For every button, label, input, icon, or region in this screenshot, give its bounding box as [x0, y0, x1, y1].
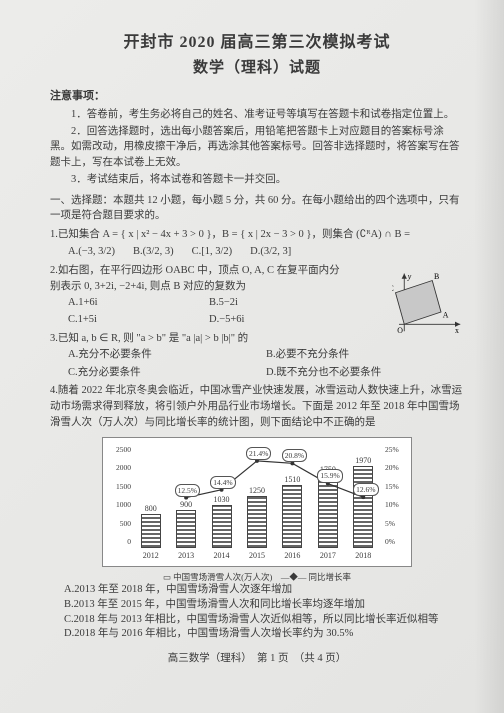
- label-B: B: [434, 272, 439, 281]
- label-x: x: [455, 326, 459, 335]
- q4-options: A.2013 年至 2018 年，中国雪场滑雪人次逐年增加 B.2013 年至 …: [50, 583, 464, 642]
- label-O: O: [397, 326, 403, 335]
- q1-opt-b: B.(3/2, 3): [133, 244, 174, 260]
- q4-opt-c: C.2018 年与 2013 年相比，中国雪场滑雪人次近似相等，所以同比增长率近…: [64, 613, 464, 628]
- question-4: 4.随着 2022 年北京冬奥会临近，中国冰雪产业快速发展，冰雪运动人数快速上升…: [50, 383, 464, 642]
- bar: 1510: [282, 485, 302, 548]
- bar-value-label: 1250: [249, 485, 265, 497]
- question-1: 1.已知集合 A = { x | x² − 4x + 3 > 0 }，B = {…: [50, 227, 464, 261]
- page-shadow: [474, 0, 504, 713]
- q2-options: A.1+6i B.5−2i C.1+5i D.−5+6i: [68, 295, 350, 329]
- notice-1: 1．答卷前，考生务必将自己的姓名、准考证号等填写在答题卡和试卷指定位置上。: [50, 107, 464, 122]
- bar: 800: [141, 514, 161, 547]
- notice-3: 3．考试结束后，将本试卷和答题卡一并交回。: [50, 172, 464, 187]
- question-2: 2.如右图，在平行四边形 OABC 中，顶点 O, A, C 在复平面内分别表示…: [50, 263, 350, 328]
- q3-opt-c: C.充分必要条件: [68, 365, 266, 381]
- x-tick: 2013: [178, 550, 194, 562]
- chart-container: 2500 2000 1500 1000 500 0 25% 20% 15% 10…: [102, 437, 412, 567]
- page-footer: 高三数学（理科） 第 1 页 （共 4 页）: [50, 650, 464, 665]
- q1-options: A.(−3, 3/2) B.(3/2, 3) C.[1, 3/2) D.(3/2…: [68, 244, 464, 260]
- bar: 1970: [353, 466, 373, 548]
- q3-opt-a: A.充分不必要条件: [68, 347, 266, 363]
- bar-value-label: 900: [180, 499, 192, 511]
- x-tick: 2018: [355, 550, 371, 562]
- chart-legend: ▭ 中国雪场滑雪人次(万人次) —◆— 同比增长率: [50, 571, 464, 584]
- bar-value-label: 800: [145, 503, 157, 515]
- x-tick: 2012: [143, 550, 159, 562]
- label-y: y: [407, 272, 412, 281]
- x-tick: 2017: [320, 550, 336, 562]
- label-C: C: [392, 284, 394, 293]
- growth-bubble: 20.8%: [282, 449, 307, 462]
- growth-bubble: 12.5%: [175, 484, 200, 497]
- q1-stem: 1.已知集合 A = { x | x² − 4x + 3 > 0 }，B = {…: [50, 227, 464, 243]
- bar-value-label: 1030: [214, 494, 230, 506]
- label-A: A: [443, 310, 449, 319]
- growth-bubble: 12.6%: [353, 483, 378, 496]
- bar: 1750: [318, 475, 338, 548]
- q1-opt-d: D.(3/2, 3]: [250, 244, 291, 260]
- bar: 1250: [247, 496, 267, 548]
- q2-opt-c: C.1+5i: [68, 312, 209, 328]
- q2-opt-d: D.−5+6i: [209, 312, 350, 328]
- y-axis-right: 25% 20% 15% 10% 5% 0%: [385, 444, 409, 548]
- q1-opt-c: C.[1, 3/2): [192, 244, 233, 260]
- title-line2: 数学（理科）试题: [50, 56, 464, 77]
- x-tick: 2014: [214, 550, 230, 562]
- x-tick: 2015: [249, 550, 265, 562]
- q2-opt-b: B.5−2i: [209, 295, 350, 311]
- part1-head: 一、选择题：本题共 12 小题，每小题 5 分，共 60 分。在每小题给出的四个…: [50, 193, 464, 223]
- bar-value-label: 1510: [284, 474, 300, 486]
- q4-opt-d: D.2018 年与 2016 年相比，中国雪场滑雪人次增长率约为 30.5%: [64, 627, 464, 642]
- q2-stem: 2.如右图，在平行四边形 OABC 中，顶点 O, A, C 在复平面内分别表示…: [50, 263, 350, 295]
- bar: 1030: [212, 505, 232, 548]
- x-tick: 2016: [284, 550, 300, 562]
- q1-opt-a: A.(−3, 3/2): [68, 244, 115, 260]
- bar: 900: [176, 510, 196, 547]
- y-axis-left: 2500 2000 1500 1000 500 0: [105, 444, 131, 548]
- growth-bubble: 21.4%: [246, 447, 271, 460]
- notice-head: 注意事项：: [50, 87, 464, 103]
- q3-opt-d: D.既不充分也不必要条件: [266, 365, 464, 381]
- q4-opt-b: B.2013 年至 2015 年，中国雪场滑雪人次和同比增长率均逐年增加: [64, 598, 464, 613]
- x-axis: 2012 2013 2014 2015 2016 2017 2018: [133, 550, 381, 562]
- q4-intro: 4.随着 2022 年北京冬奥会临近，中国冰雪产业快速发展，冰雪运动人数快速上升…: [50, 383, 464, 430]
- exam-page: 开封市 2020 届高三第三次模拟考试 数学（理科）试题 注意事项： 1．答卷前…: [0, 0, 504, 713]
- q4-opt-a: A.2013 年至 2018 年，中国雪场滑雪人次逐年增加: [64, 583, 464, 598]
- q2-opt-a: A.1+6i: [68, 295, 209, 311]
- title-line1: 开封市 2020 届高三第三次模拟考试: [50, 28, 464, 52]
- bar-value-label: 1970: [355, 455, 371, 467]
- growth-bubble: 15.9%: [317, 469, 342, 482]
- q3-opt-b: B.必要不充分条件: [266, 347, 464, 363]
- parallelogram-figure: O A B C x y: [392, 270, 462, 340]
- notice-2: 2．回答选择题时，选出每小题答案后，用铅笔把答题卡上对应题目的答案标号涂黑。如需…: [50, 124, 464, 170]
- q3-options: A.充分不必要条件 B.必要不充分条件 C.充分必要条件 D.既不充分也不必要条…: [68, 347, 464, 381]
- bar-group: 800 900 1030 1250 1510 1750 1970: [133, 446, 381, 548]
- growth-bubble: 14.4%: [210, 476, 235, 489]
